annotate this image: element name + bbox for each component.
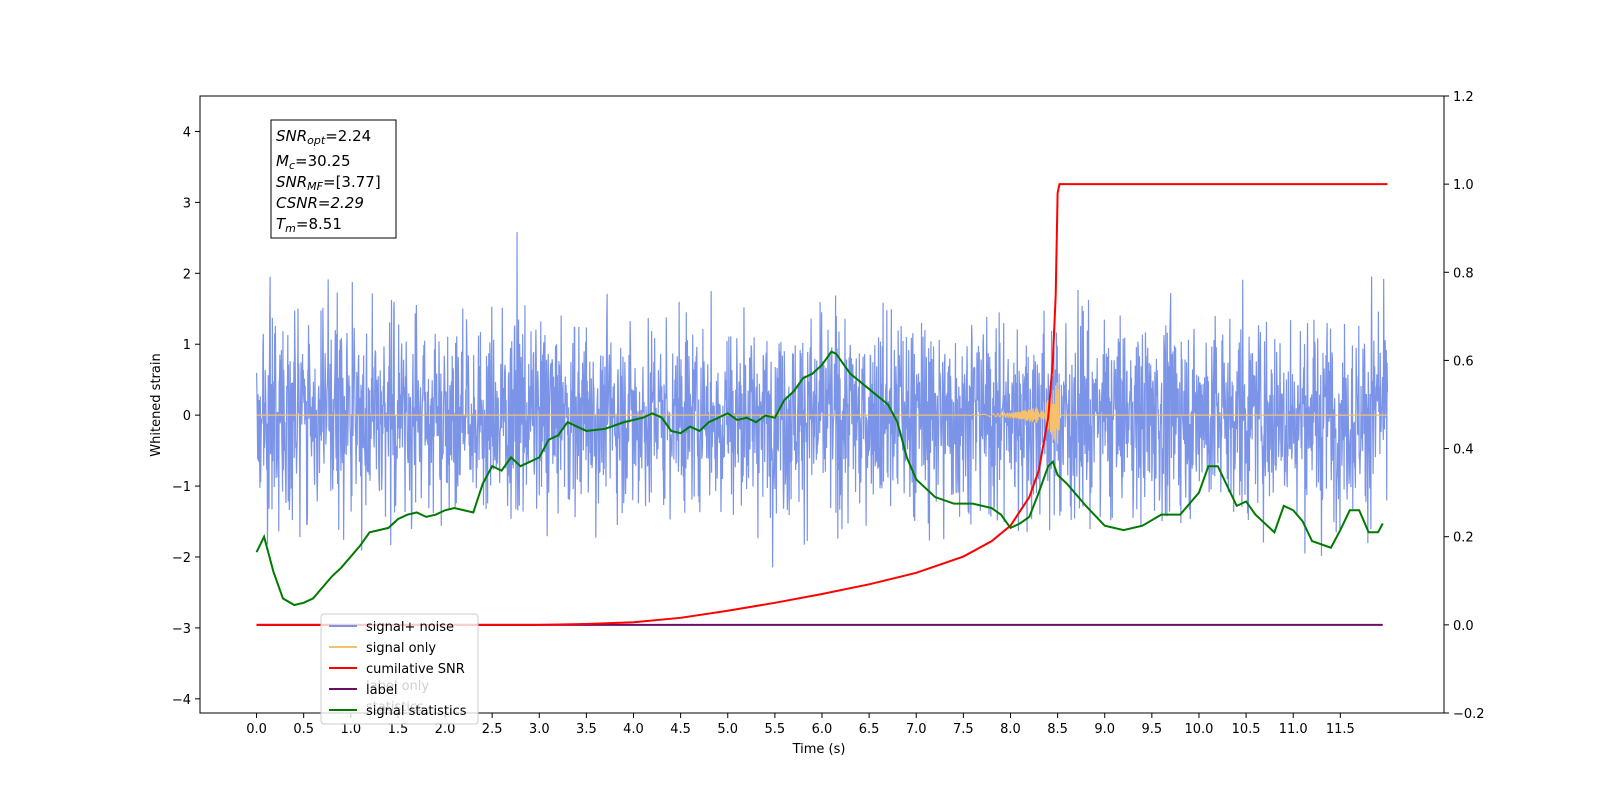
y2-tick-label: −0.2: [1453, 707, 1485, 722]
x-tick-label: 3.0: [529, 722, 550, 737]
y-tick-label: −3: [172, 622, 191, 637]
info-mc: Mc=30.25: [276, 152, 351, 172]
legend-ghost-statistics: statistics: [366, 700, 424, 715]
y-tick-label: −1: [172, 480, 191, 495]
y2-tick-label: 0.0: [1453, 619, 1474, 634]
x-tick-label: 5.0: [717, 722, 738, 737]
info-box: SNRopt=2.24 Mc=30.25 SNRMF=[3.77] CSNR=2…: [270, 119, 397, 239]
legend-entry-signal-only: signal only: [366, 641, 436, 656]
y-tick-label: 2: [183, 267, 191, 282]
y2-tick-label: 0.4: [1453, 443, 1474, 458]
x-tick-label: 11.0: [1279, 722, 1308, 737]
x-tick-label: 9.0: [1094, 722, 1115, 737]
y2-tick-label: 1.0: [1453, 178, 1474, 193]
x-tick-label: 1.5: [388, 722, 409, 737]
y2-tick-label: 1.2: [1453, 90, 1474, 105]
y2-tick-label: 0.8: [1453, 266, 1474, 281]
x-tick-label: 8.0: [1000, 722, 1021, 737]
y2-tick-label: 0.6: [1453, 354, 1474, 369]
x-tick-label: 9.5: [1142, 722, 1163, 737]
x-tick-label: 6.0: [812, 722, 833, 737]
x-tick-label: 1.0: [340, 722, 361, 737]
y-tick-label: 3: [183, 196, 191, 211]
y-tick-label: 1: [183, 338, 191, 353]
x-tick-label: 0.5: [293, 722, 314, 737]
series-signal-only: [256, 382, 1388, 445]
x-tick-label: 4.0: [623, 722, 644, 737]
info-snr-mf: SNRMF=[3.77]: [276, 173, 381, 193]
series-cumulative-snr: [256, 183, 1388, 626]
x-axis-label: Time (s): [792, 742, 846, 757]
series-layer: [255, 183, 1389, 626]
x-tick-label: 3.5: [576, 722, 597, 737]
series-signal-noise: [255, 232, 1389, 568]
info-snr-opt: SNRopt=2.24: [276, 127, 371, 147]
legend-entry-signal-statistics: signal statistics: [366, 704, 467, 719]
x-tick-label: 4.5: [670, 722, 691, 737]
x-tick-label: 6.5: [859, 722, 880, 737]
legend-entry-signal-noise: signal+ noise: [366, 620, 454, 635]
ticks-layer: 0.0 0.5 1.0 1.5 2.0 2.5 3.0 3.5 4.0 4.5 5.0 5.5 6.0 6…: [172, 90, 1485, 737]
x-tick-label: 7.5: [953, 722, 974, 737]
x-tick-label: 2.5: [482, 722, 503, 737]
legend-entry-label: label: [366, 683, 397, 698]
legend-ghost-label-only: label only: [366, 679, 429, 694]
y-tick-label: 0: [183, 409, 191, 424]
y2-tick-label: 0.2: [1453, 531, 1474, 546]
x-tick-label: 7.0: [906, 722, 927, 737]
legend-entry-cumulative-snr: cumilative SNR: [366, 662, 465, 677]
info-tm: Tm=8.51: [276, 215, 342, 235]
x-tick-label: 10.5: [1232, 722, 1261, 737]
legend-frame: [320, 613, 479, 725]
x-tick-label: 8.5: [1047, 722, 1068, 737]
x-tick-label: 2.0: [435, 722, 456, 737]
y-tick-label: 4: [183, 125, 191, 140]
info-csnr: CSNR=2.29: [276, 194, 364, 212]
y-tick-label: −4: [172, 693, 191, 708]
x-tick-label: 11.5: [1326, 722, 1355, 737]
legend: label only statistics signal+ noise sign…: [320, 613, 479, 725]
y-tick-label: −2: [172, 551, 191, 566]
series-signal-statistics: [255, 350, 1384, 607]
x-tick-label: 5.5: [765, 722, 786, 737]
y-axis-label: Whitened strain: [149, 353, 164, 456]
x-tick-label: 0.0: [246, 722, 267, 737]
info-box-frame: [270, 119, 397, 239]
x-tick-label: 10.0: [1184, 722, 1213, 737]
